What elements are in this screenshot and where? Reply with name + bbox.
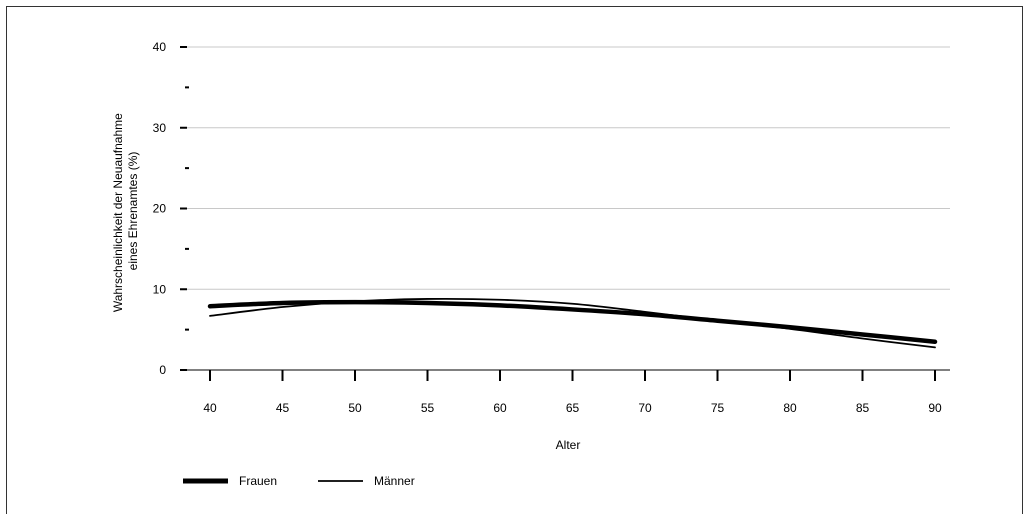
axes: 0 10 20 30 40 40 45 50 55 60 65 70 75 80 85 90 — [153, 40, 950, 415]
x-tick-label: 65 — [566, 401, 580, 415]
legend: Frauen Männer — [183, 474, 415, 488]
x-tick-label: 50 — [348, 401, 362, 415]
y-tick-label: 10 — [153, 282, 167, 296]
x-tick-label: 70 — [638, 401, 652, 415]
y-axis-title-line-2: eines Ehrenamtes (%) — [126, 152, 140, 271]
y-tick-label: 0 — [159, 363, 166, 377]
svg-text:Wahrscheinlichkeit der Neuaufn: Wahrscheinlichkeit der Neuaufnahme eines… — [111, 110, 140, 312]
y-tick-label: 20 — [153, 202, 167, 216]
x-tick-label: 85 — [856, 401, 870, 415]
legend-label-m-nner: Männer — [374, 474, 415, 488]
x-tick-label: 55 — [421, 401, 435, 415]
y-tick-label: 40 — [153, 40, 167, 54]
x-tick-label: 40 — [203, 401, 217, 415]
x-tick-label: 90 — [928, 401, 942, 415]
x-tick-label: 60 — [493, 401, 507, 415]
x-tick-label: 45 — [276, 401, 290, 415]
x-tick-label: 75 — [711, 401, 725, 415]
x-tick-label: 80 — [783, 401, 797, 415]
series-line-frauen — [207, 299, 938, 344]
y-axis-title-line-1: Wahrscheinlichkeit der Neuaufnahme — [111, 113, 125, 312]
legend-label-frauen: Frauen — [239, 474, 277, 488]
series-lines — [207, 297, 938, 349]
chart-frame — [6, 6, 1023, 514]
y-tick-label: 30 — [153, 121, 167, 135]
x-axis-title: Alter — [556, 438, 581, 452]
series-line-m-nner — [209, 297, 936, 349]
y-axis-title: Wahrscheinlichkeit der Neuaufnahme eines… — [111, 110, 140, 312]
grid-lines — [187, 46, 950, 290]
